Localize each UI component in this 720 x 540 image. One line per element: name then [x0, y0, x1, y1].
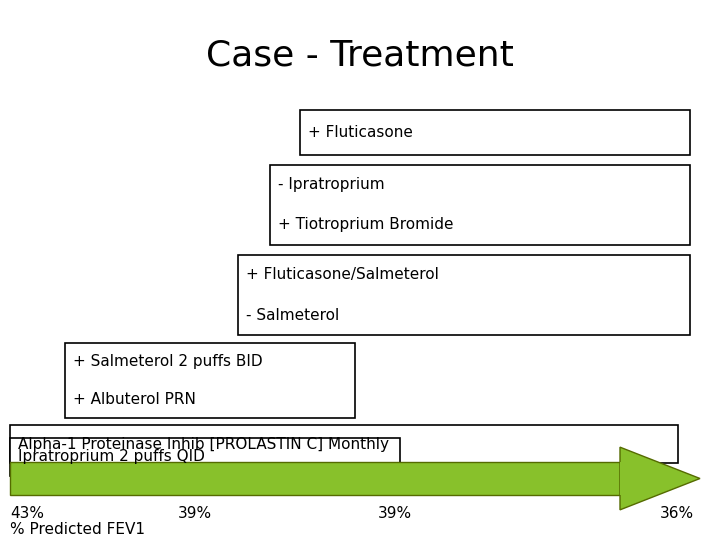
- Text: + Salmeterol 2 puffs BID: + Salmeterol 2 puffs BID: [73, 354, 263, 369]
- Bar: [10, 425, 678, 463]
- Bar: [10, 462, 620, 495]
- Bar: [270, 165, 690, 245]
- Text: + Tiotroprium Bromide: + Tiotroprium Bromide: [278, 218, 454, 233]
- Bar: [10, 438, 400, 476]
- Text: % Predicted FEV1: % Predicted FEV1: [10, 522, 145, 537]
- Text: Case - Treatment: Case - Treatment: [206, 38, 514, 72]
- Text: Alpha-1 Proteinase Inhib [PROLASTIN C] Monthly: Alpha-1 Proteinase Inhib [PROLASTIN C] M…: [18, 436, 389, 451]
- Text: 36%: 36%: [660, 506, 694, 521]
- Text: 39%: 39%: [378, 506, 412, 521]
- Bar: [65, 343, 355, 418]
- Polygon shape: [620, 447, 700, 510]
- Text: 39%: 39%: [178, 506, 212, 521]
- Text: Ipratroprium 2 puffs QID: Ipratroprium 2 puffs QID: [18, 449, 205, 464]
- Text: 43%: 43%: [10, 506, 44, 521]
- Text: + Fluticasone/Salmeterol: + Fluticasone/Salmeterol: [246, 267, 439, 282]
- Polygon shape: [620, 462, 622, 495]
- Bar: [238, 255, 690, 335]
- Text: - Salmeterol: - Salmeterol: [246, 307, 339, 322]
- Text: + Albuterol PRN: + Albuterol PRN: [73, 392, 196, 407]
- Bar: [300, 110, 690, 155]
- Text: - Ipratroprium: - Ipratroprium: [278, 178, 384, 192]
- Text: + Fluticasone: + Fluticasone: [308, 125, 413, 140]
